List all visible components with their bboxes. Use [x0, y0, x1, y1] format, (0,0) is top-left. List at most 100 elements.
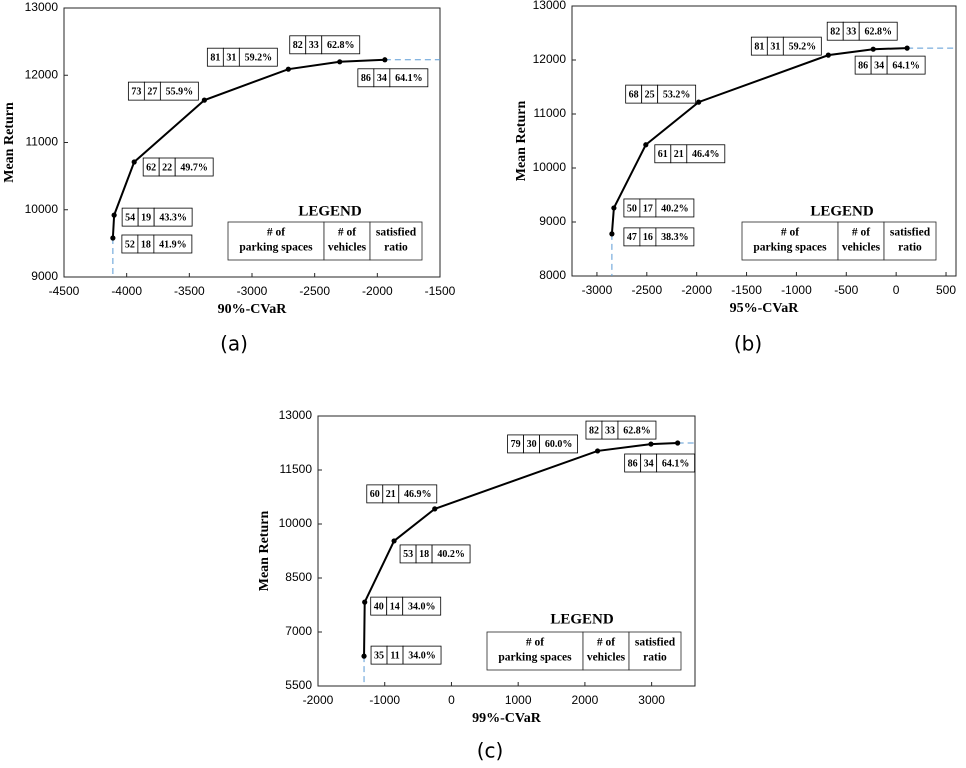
- label-text: 25: [645, 89, 655, 100]
- data-point: [201, 97, 207, 103]
- label-text: 16: [643, 232, 653, 243]
- data-point: [131, 159, 137, 165]
- label-cell: [431, 544, 471, 564]
- label-text: 35: [374, 650, 384, 661]
- point-label: 52 18 41.9%: [121, 234, 193, 254]
- label-cell: [656, 453, 696, 473]
- label-text: 41.9%: [159, 239, 187, 250]
- label-text: 34: [644, 458, 654, 469]
- chart-panel: -3000 -2500 -2000 -1500 -1000 -500 0 500 8000 900…: [514, 0, 957, 356]
- label-cell: [238, 47, 278, 67]
- point-label: 82 33 62.8%: [289, 35, 361, 55]
- label-text: 43.3%: [159, 212, 187, 223]
- label-text: 17: [643, 203, 653, 214]
- label-text: 68: [629, 89, 639, 100]
- x-tick-label: -500: [834, 283, 858, 297]
- x-tick-label: 500: [936, 283, 956, 297]
- x-tick-label: 3000: [638, 693, 665, 707]
- x-tick-label: -2000: [681, 283, 712, 297]
- data-point: [643, 142, 649, 148]
- y-tick-label: 12000: [25, 67, 59, 81]
- y-tick-label: 7000: [285, 624, 312, 638]
- data-point: [361, 653, 367, 659]
- x-tick-label: -3000: [582, 283, 613, 297]
- label-text: 21: [386, 489, 396, 500]
- data-point: [110, 235, 116, 241]
- x-tick-label: -1000: [781, 283, 812, 297]
- legend-header: parking spaces: [753, 242, 827, 254]
- label-cell: [782, 36, 822, 56]
- point-label: 73 27 55.9%: [127, 81, 199, 101]
- y-tick-label: 11000: [26, 135, 59, 149]
- legend-cell: [837, 221, 885, 261]
- data-point: [609, 231, 615, 237]
- label-text: 49.7%: [180, 162, 208, 173]
- legend-cell: [741, 221, 839, 261]
- point-label: 86 34 64.1%: [624, 453, 696, 473]
- y-tick-label: 13000: [533, 0, 567, 12]
- label-text: 33: [605, 425, 615, 436]
- panel-label: (c): [477, 739, 504, 763]
- label-cell: [398, 484, 438, 504]
- label-text: 54: [125, 212, 135, 223]
- y-tick-label: 8000: [539, 268, 566, 282]
- x-tick-label: -2000: [362, 284, 393, 298]
- label-text: 40.2%: [661, 203, 689, 214]
- label-cell: [617, 420, 657, 440]
- x-tick-label: -4500: [49, 284, 80, 298]
- label-text: 73: [131, 86, 141, 97]
- legend-header: # of: [338, 227, 356, 239]
- point-label: 86 34 64.1%: [357, 68, 429, 88]
- label-cell: [655, 227, 695, 247]
- label-text: 62.8%: [623, 425, 651, 436]
- label-text: 62: [146, 162, 156, 173]
- label-text: 27: [147, 86, 157, 97]
- x-tick-label: -2500: [631, 283, 662, 297]
- label-text: 19: [141, 212, 151, 223]
- label-cell: [389, 68, 429, 88]
- label-cell: [858, 21, 898, 41]
- legend-header: # of: [267, 227, 285, 239]
- label-text: 31: [770, 41, 780, 52]
- point-label: 79 30 60.0%: [507, 434, 578, 454]
- data-point: [362, 599, 368, 605]
- x-tick-label: 2000: [572, 693, 599, 707]
- label-text: 53.2%: [663, 89, 691, 100]
- label-text: 81: [754, 41, 764, 52]
- point-label: 82 33 62.8%: [585, 420, 657, 440]
- label-cell: [686, 144, 726, 164]
- label-text: 64.1%: [892, 60, 920, 71]
- label-text: 11: [390, 650, 399, 661]
- y-axis-label: Mean Return: [2, 102, 17, 183]
- x-tick-label: -4000: [111, 284, 142, 298]
- label-text: 46.4%: [692, 149, 720, 160]
- y-tick-label: 11500: [280, 462, 313, 476]
- label-text: 34: [874, 60, 884, 71]
- label-cell: [539, 434, 578, 454]
- y-tick-label: 5500: [285, 678, 312, 692]
- legend-title: LEGEND: [810, 203, 874, 219]
- point-label: 35 11 34.0%: [370, 645, 442, 665]
- point-label: 61 21 46.4%: [654, 144, 726, 164]
- y-tick-label: 8500: [285, 570, 312, 584]
- label-text: 82: [830, 26, 840, 37]
- label-cell: [402, 596, 442, 616]
- y-tick-label: 9000: [539, 214, 566, 228]
- point-label: 40 14 34.0%: [370, 596, 442, 616]
- legend-header: satisfied: [376, 227, 417, 239]
- data-point: [285, 66, 291, 72]
- label-text: 46.9%: [404, 489, 432, 500]
- label-text: 40: [374, 601, 384, 612]
- label-text: 34.0%: [408, 601, 436, 612]
- y-tick-label: 10000: [279, 516, 313, 530]
- label-text: 52: [125, 239, 135, 250]
- panel-label: (b): [734, 332, 762, 356]
- label-text: 60.0%: [545, 439, 573, 450]
- data-point: [111, 212, 117, 218]
- data-point: [382, 57, 388, 63]
- y-tick-label: 10000: [533, 160, 567, 174]
- point-label: 47 16 38.3%: [623, 227, 695, 247]
- label-cell: [402, 645, 442, 665]
- label-text: 62.8%: [864, 26, 892, 37]
- legend-cell: [628, 631, 682, 671]
